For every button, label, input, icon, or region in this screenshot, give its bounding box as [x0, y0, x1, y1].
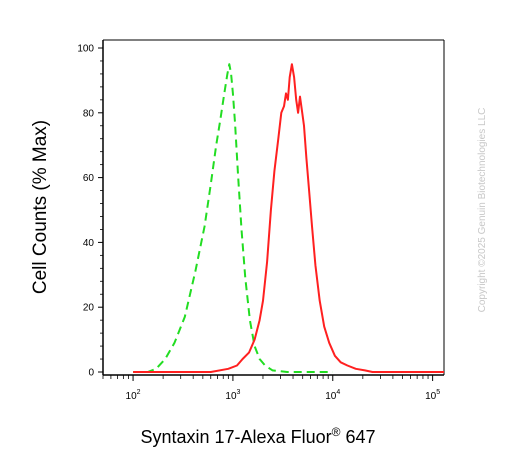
- x-tick-label: 103: [225, 389, 240, 402]
- x-tick-exponent: 5: [436, 389, 440, 396]
- y-tick-label: 0: [88, 368, 94, 379]
- y-tick-label: 80: [83, 108, 95, 119]
- x-tick-base: 10: [126, 391, 138, 402]
- x-tick-base: 10: [425, 391, 437, 402]
- copyright-watermark: Copyright ©2025 Genuin Biotechnologies L…: [477, 108, 488, 313]
- x-axis-label-main: Syntaxin 17-Alexa Fluor: [141, 427, 332, 447]
- x-axis-ticks: 102 103 104 105: [102, 375, 440, 402]
- x-tick-exponent: 4: [336, 389, 340, 396]
- series-line-2: [133, 63, 444, 373]
- x-axis-label-registered-mark: ®: [332, 425, 341, 439]
- y-tick-label: 40: [83, 238, 95, 249]
- series-line-1: [133, 63, 333, 373]
- x-tick-exponent: 3: [237, 389, 241, 396]
- x-tick-label: 104: [325, 389, 340, 402]
- x-axis-label: Syntaxin 17-Alexa Fluor® 647: [141, 425, 376, 447]
- series-group: [133, 63, 444, 373]
- y-tick-label: 20: [83, 303, 95, 314]
- y-axis-ticks: 0 20 40 60 80 100: [77, 44, 103, 379]
- x-axis-label-suffix: 647: [340, 427, 375, 447]
- plot-frame: [102, 39, 445, 376]
- x-tick-label: 105: [425, 389, 440, 402]
- x-tick-label: 102: [126, 389, 141, 402]
- x-tick-exponent: 2: [137, 389, 141, 396]
- y-tick-label: 60: [83, 173, 95, 184]
- y-tick-label: 100: [77, 44, 94, 55]
- x-tick-base: 10: [225, 391, 237, 402]
- x-tick-base: 10: [325, 391, 337, 402]
- y-axis-label: Cell Counts (% Max): [30, 120, 51, 294]
